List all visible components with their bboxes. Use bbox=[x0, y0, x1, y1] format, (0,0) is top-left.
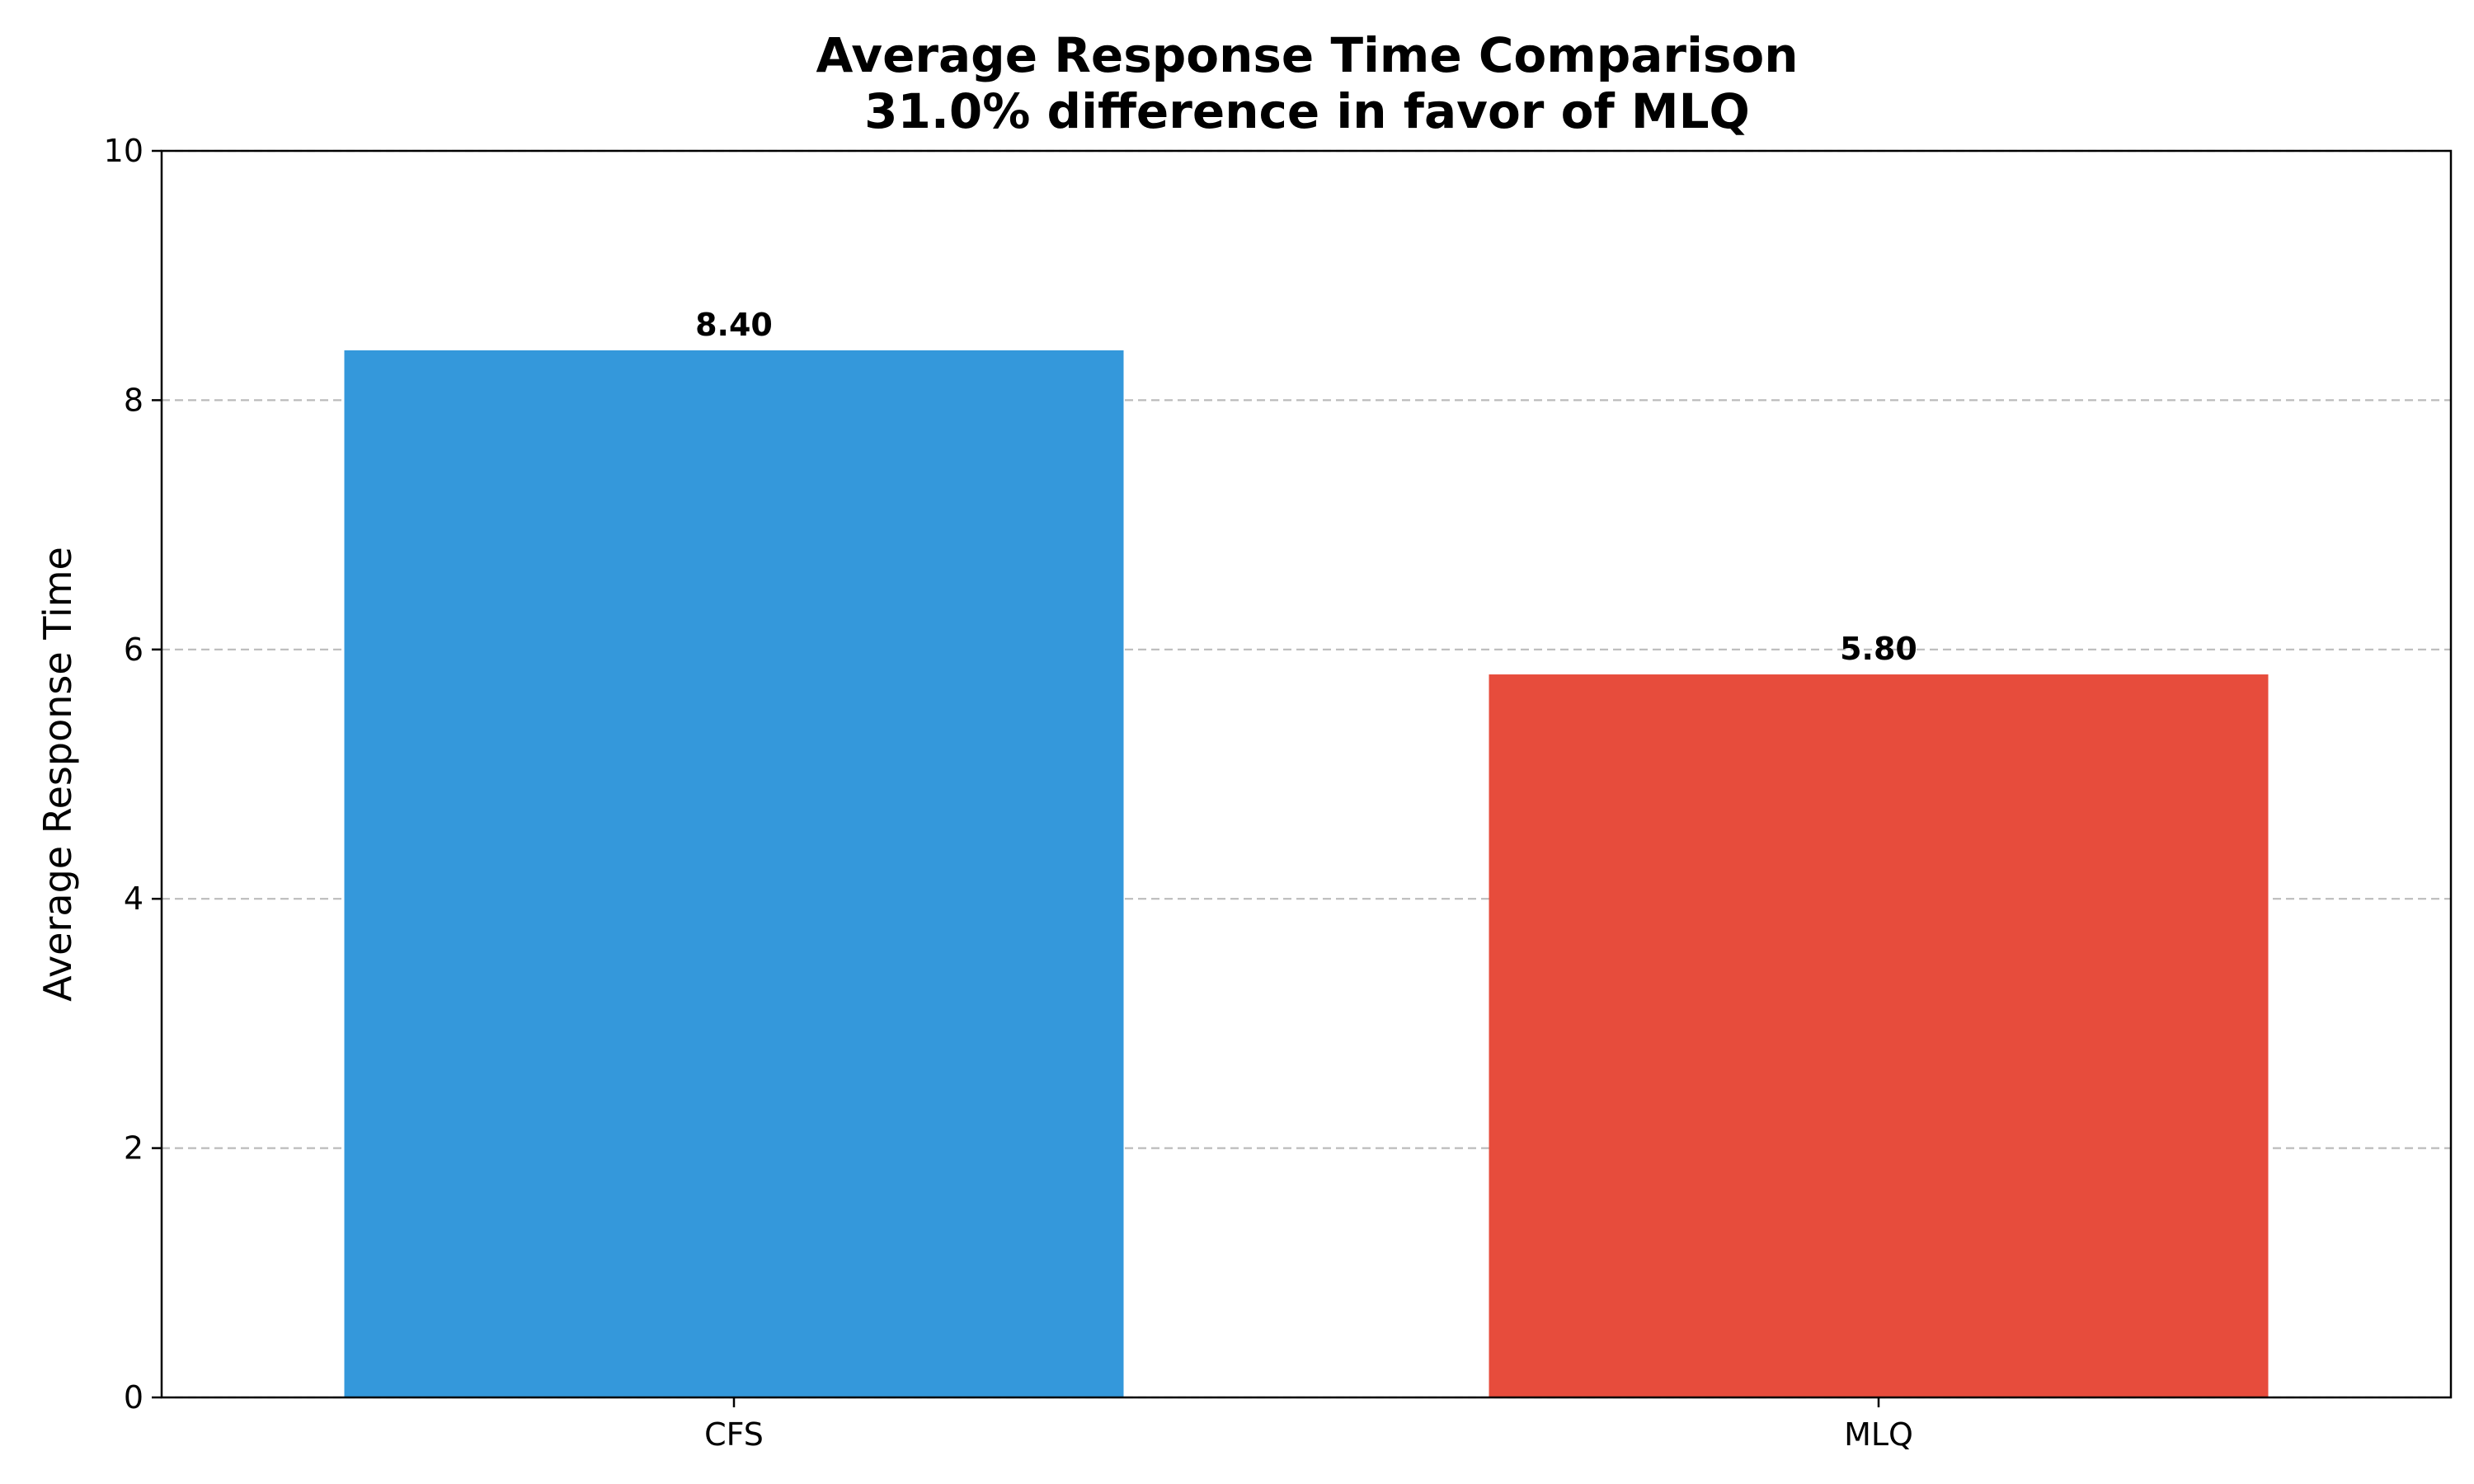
plot-area-frame bbox=[160, 149, 2453, 1399]
chart-title-line2: 31.0% difference in favor of MLQ bbox=[864, 83, 1750, 139]
y-axis-ticks: 0 2 4 6 8 10 bbox=[104, 133, 162, 1416]
x-tick-label-mlq: MLQ bbox=[1844, 1416, 1913, 1453]
bars bbox=[344, 350, 2269, 1397]
y-tick-label: 6 bbox=[124, 632, 143, 668]
bar-cfs bbox=[344, 350, 1124, 1397]
y-tick-label: 2 bbox=[124, 1130, 143, 1167]
y-axis-label: Average Response Time bbox=[35, 547, 80, 1002]
y-tick-label: 4 bbox=[124, 881, 143, 917]
bar-value-label-mlq: 5.80 bbox=[1840, 631, 1917, 667]
bar-value-label-cfs: 8.40 bbox=[695, 307, 773, 343]
chart-title-line1: Average Response Time Comparison bbox=[816, 27, 1798, 83]
x-tick-label-cfs: CFS bbox=[704, 1416, 764, 1453]
y-tick-label: 0 bbox=[124, 1379, 143, 1416]
y-tick-label: 8 bbox=[124, 382, 143, 418]
x-axis-ticks: CFS MLQ bbox=[704, 1397, 1913, 1453]
bar-value-labels: 8.40 5.80 bbox=[695, 307, 1917, 667]
bar-mlq bbox=[1489, 674, 2269, 1397]
y-tick-label: 10 bbox=[104, 133, 143, 169]
